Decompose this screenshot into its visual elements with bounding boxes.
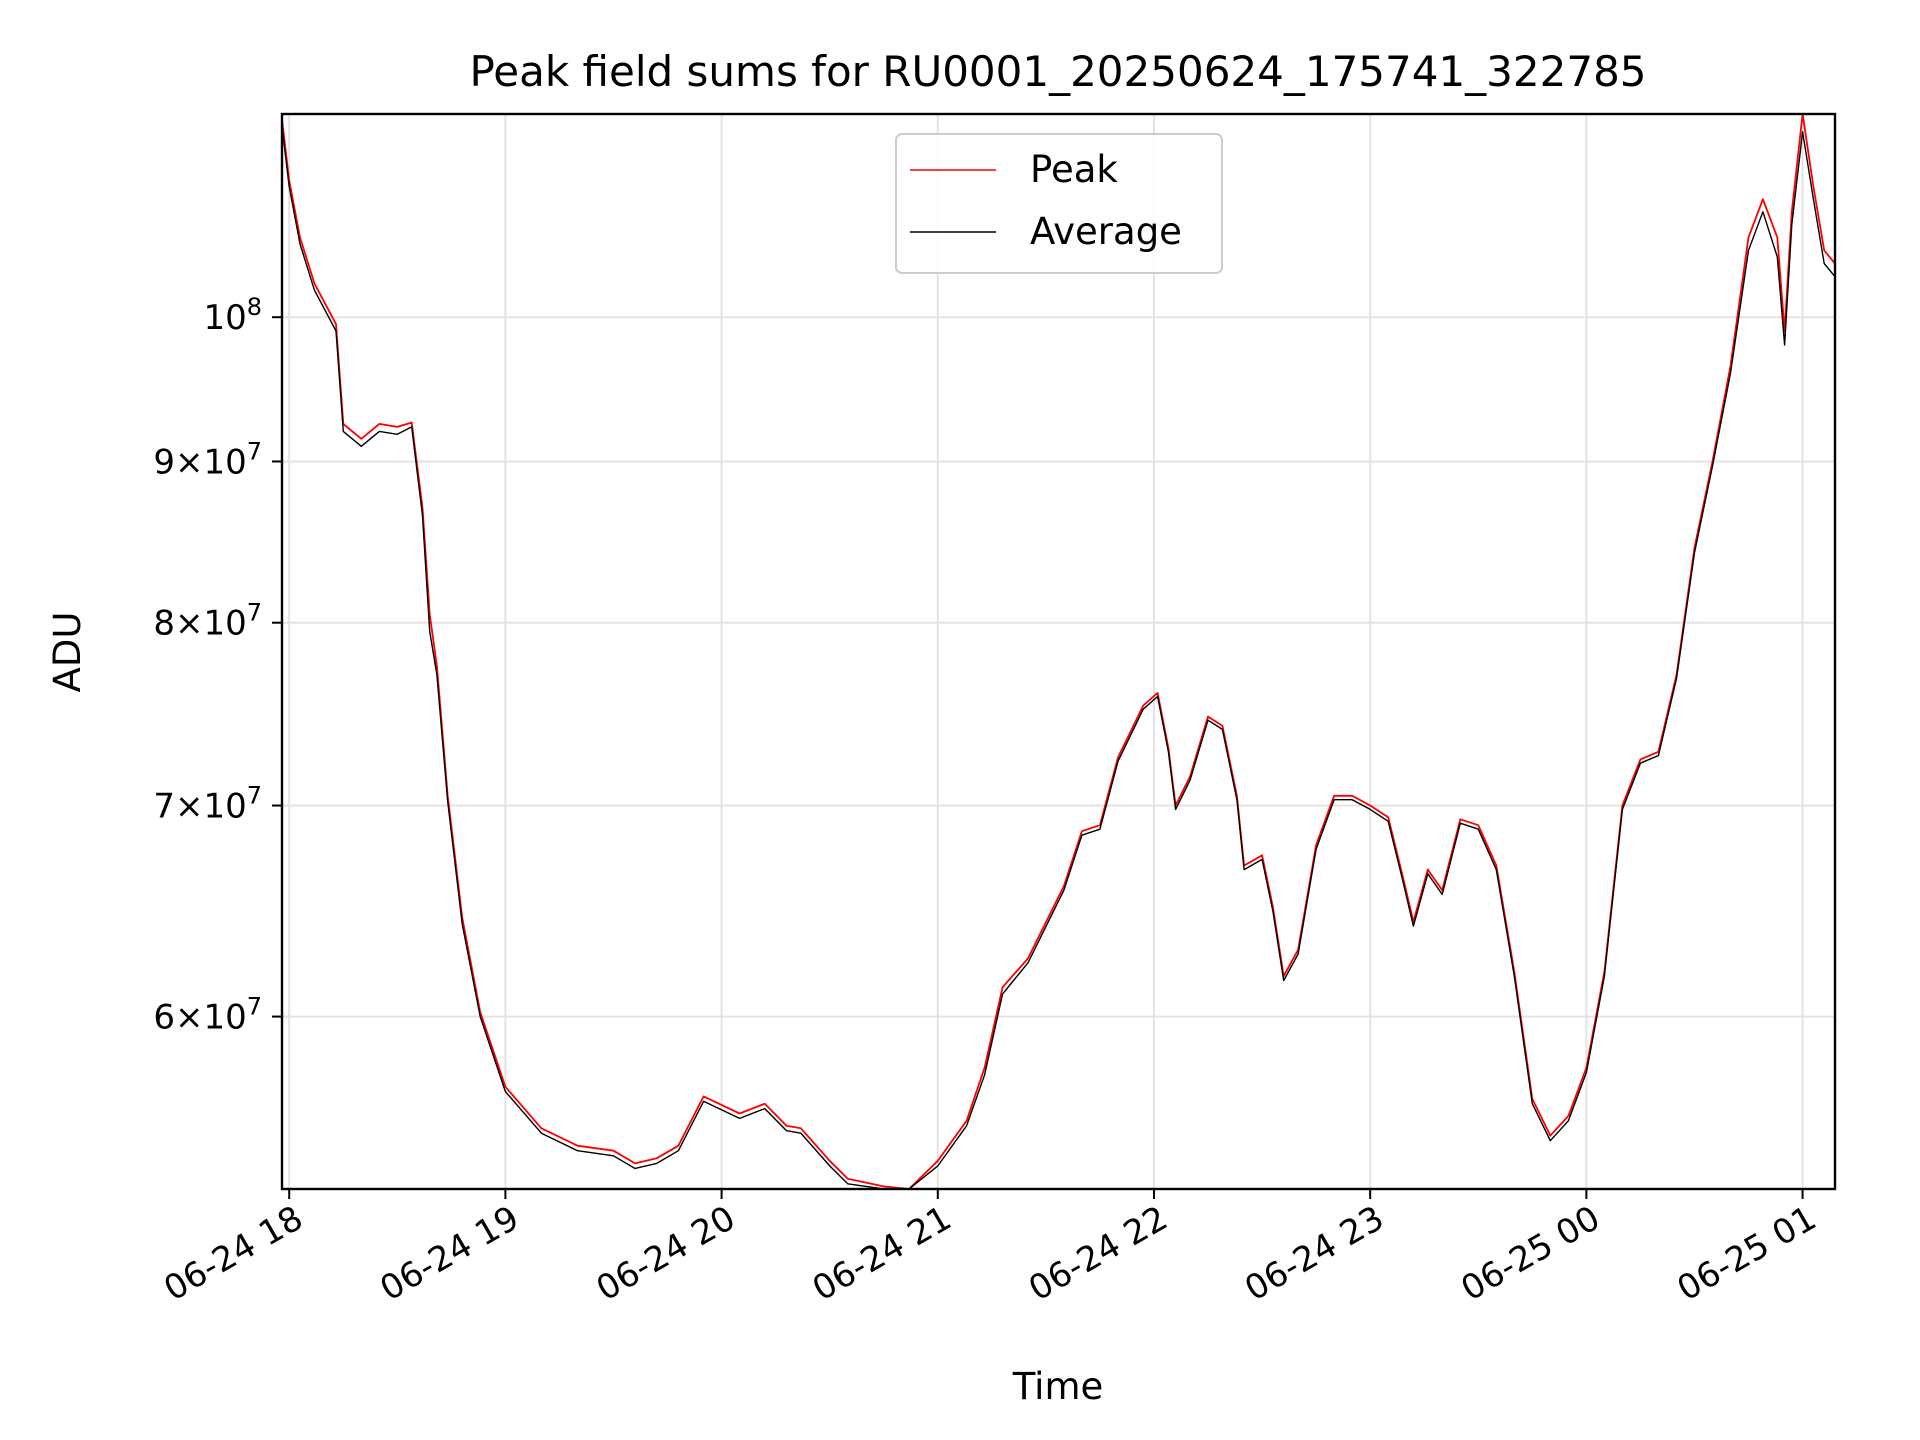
grid	[282, 114, 1835, 1189]
y-tick-label: 6×107	[153, 993, 262, 1038]
legend-label-peak: Peak	[1030, 148, 1118, 191]
plot-frame	[280, 112, 1837, 1191]
legend-label-average: Average	[1030, 210, 1182, 253]
series-line-average	[282, 125, 1835, 1189]
y-axis-label: ADU	[46, 612, 89, 693]
y-tick-label: 9×107	[153, 437, 262, 482]
x-axis-label: Time	[1012, 1365, 1104, 1408]
y-tick-label: 8×107	[153, 599, 262, 644]
series-lines	[282, 114, 1835, 1189]
chart-title: Peak field sums for RU0001_20250624_1757…	[469, 47, 1646, 96]
y-tick-label: 7×107	[153, 782, 262, 827]
y-tick-label: 108	[203, 293, 262, 338]
y-axis-ticks: 6×107 7×107 8×107 9×107 108	[153, 293, 282, 1038]
legend-box	[895, 133, 1223, 274]
legend: Peak Average	[895, 133, 1223, 274]
